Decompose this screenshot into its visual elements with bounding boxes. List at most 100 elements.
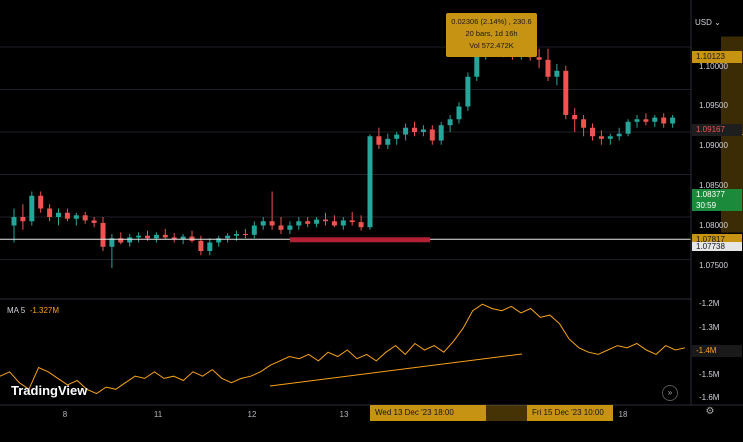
candle-body (643, 119, 649, 122)
candle-body (216, 238, 222, 243)
price-tick: 1.10000 (699, 62, 728, 71)
candle-body (153, 234, 159, 239)
time-tick: 8 (62, 410, 68, 419)
candle-body (394, 134, 400, 139)
candle-body (616, 133, 622, 137)
settings-gear-icon[interactable]: ⚙ (705, 406, 715, 417)
indicator-current-label: -1.4M (692, 345, 742, 357)
candle-body (20, 217, 26, 222)
candle-body (56, 212, 61, 217)
candle-body (652, 117, 658, 122)
price-tick: 1.08500 (699, 181, 728, 190)
candle-body (269, 221, 275, 226)
candle-body (73, 215, 79, 219)
goto-realtime-icon[interactable]: » (662, 385, 678, 401)
candle-body (572, 115, 578, 120)
tooltip-change: 0.02306 (2.14%) , 230.6 (451, 17, 532, 26)
candle-body (242, 234, 248, 235)
candle-body (563, 70, 569, 115)
time-tick: 12 (247, 410, 257, 419)
candle-body (225, 235, 231, 239)
candle-body (100, 222, 106, 247)
bar-countdown: 30:59 (696, 201, 717, 210)
candle-body (607, 136, 613, 139)
hline-label: 1.07738 (692, 242, 742, 251)
candle-body (331, 221, 337, 226)
ma-trendline (269, 353, 523, 387)
candle-body (385, 138, 391, 145)
candle-body (661, 117, 667, 124)
candle-body (625, 121, 631, 134)
candle-body (536, 57, 542, 60)
tooltip-volume: Vol 572.472K (469, 41, 514, 50)
grid-lines (0, 46, 691, 260)
candle-body (376, 136, 382, 145)
time-tick: 18 (618, 410, 628, 419)
candle-body (358, 222, 364, 228)
last-price-label: 1.08377 30:59 (692, 189, 742, 211)
ma5-line (0, 303, 686, 395)
candle-body (207, 242, 213, 251)
candle-body (198, 240, 204, 251)
indicator-tick: -1.3M (699, 323, 720, 332)
candle-body (278, 225, 284, 230)
candle-body (429, 129, 435, 141)
candles (11, 36, 676, 268)
candle-body (145, 235, 150, 239)
candle-body (11, 217, 17, 226)
time-tick: 13 (339, 410, 349, 419)
candle-body (118, 238, 124, 243)
candle-body (581, 119, 587, 128)
candle-body (91, 220, 97, 223)
range-high-label: 1.10123 (692, 51, 742, 63)
candle-body (260, 221, 266, 226)
candle-body (109, 238, 115, 247)
candle-body (634, 119, 640, 122)
candle-body (189, 236, 195, 241)
candle-body (323, 219, 328, 222)
candle-body (296, 221, 302, 226)
measure-tooltip: 0.02306 (2.14%) , 230.6 20 bars, 1d 16h … (446, 13, 537, 57)
candle-body (598, 136, 604, 139)
indicator-tick: -1.6M (699, 393, 720, 402)
candle-body (412, 127, 417, 132)
time-highlight-end: Fri 15 Dec '23 10:00 (527, 405, 613, 421)
candle-body (305, 221, 311, 224)
candle-body (465, 76, 471, 107)
candle-body (136, 235, 142, 238)
indicator-tick: -1.2M (699, 299, 720, 308)
price-tick: 1.07500 (699, 261, 728, 270)
candle-body (64, 212, 70, 219)
indicator-tick: -1.5M (699, 370, 720, 379)
candle-body (162, 234, 168, 238)
indicator-legend[interactable]: MA 5 -1.327M (7, 306, 60, 315)
price-tick: 1.08000 (699, 221, 728, 230)
price-tick: 1.09000 (699, 141, 728, 150)
candle-body (474, 51, 480, 77)
candle-body (545, 59, 551, 77)
candle-body (438, 125, 444, 141)
time-highlight-start: Wed 13 Dec '23 18:00 (370, 405, 486, 421)
tooltip-bars: 20 bars, 1d 16h (465, 29, 518, 38)
support-zone (290, 237, 430, 243)
candle-body (403, 127, 409, 135)
time-range-band (486, 405, 527, 421)
candle-body (127, 237, 133, 243)
candle-body (251, 225, 257, 235)
candle-body (171, 237, 177, 240)
currency-selector[interactable]: USD ⌄ (695, 18, 721, 27)
candle-body (38, 195, 44, 209)
candle-body (82, 215, 88, 221)
candle-body (456, 106, 462, 120)
candle-body (554, 70, 560, 77)
candle-body (29, 195, 35, 222)
tradingview-logo: TradingView (11, 383, 88, 398)
candle-body (234, 234, 239, 236)
candle-body (47, 208, 53, 217)
current-price-label: 1.09167 (692, 124, 742, 136)
candle-body (349, 220, 355, 223)
time-tick: 11 (153, 410, 163, 419)
price-tick: 1.09500 (699, 101, 728, 110)
candle-body (447, 119, 453, 126)
